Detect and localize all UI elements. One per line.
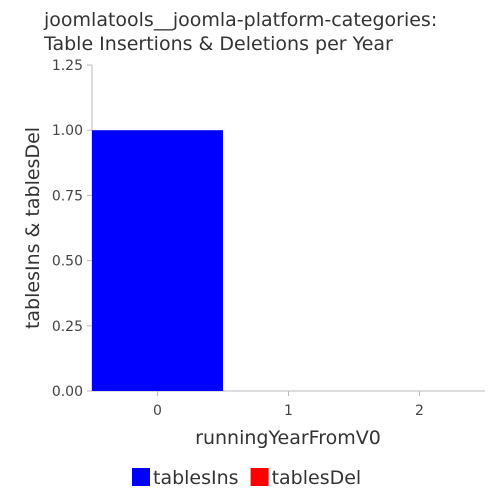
bar-tablesIns-0	[92, 130, 223, 391]
plot-area: 0.00 0.25 0.50 0.75 1.00 1.25 0 1 2	[52, 58, 485, 419]
legend-swatch-tablesDel	[250, 468, 269, 486]
legend-swatch-tablesIns	[132, 468, 150, 486]
y-tick-label: 1.00	[52, 123, 83, 139]
y-axis-label: tablesIns & tablesDel	[22, 127, 44, 329]
legend-label-tablesIns: tablesIns	[153, 467, 239, 489]
x-axis-label: runningYearFromV0	[195, 427, 381, 449]
y-tick-label: 0.00	[52, 384, 83, 400]
chart-title-line-1: joomlatools__joomla-platform-categories:	[43, 9, 437, 31]
y-tick-label: 0.25	[52, 319, 83, 335]
y-tick-label: 0.50	[52, 254, 83, 270]
legend: tablesIns tablesDel	[132, 467, 361, 489]
x-tick-label: 2	[415, 403, 424, 419]
y-tick-label: 0.75	[52, 188, 83, 204]
x-tick-label: 1	[284, 403, 293, 419]
legend-label-tablesDel: tablesDel	[272, 467, 362, 489]
x-tick-label: 0	[153, 403, 162, 419]
y-tick-label: 1.25	[52, 58, 83, 74]
chart-title-line-2: Table Insertions & Deletions per Year	[43, 33, 393, 55]
